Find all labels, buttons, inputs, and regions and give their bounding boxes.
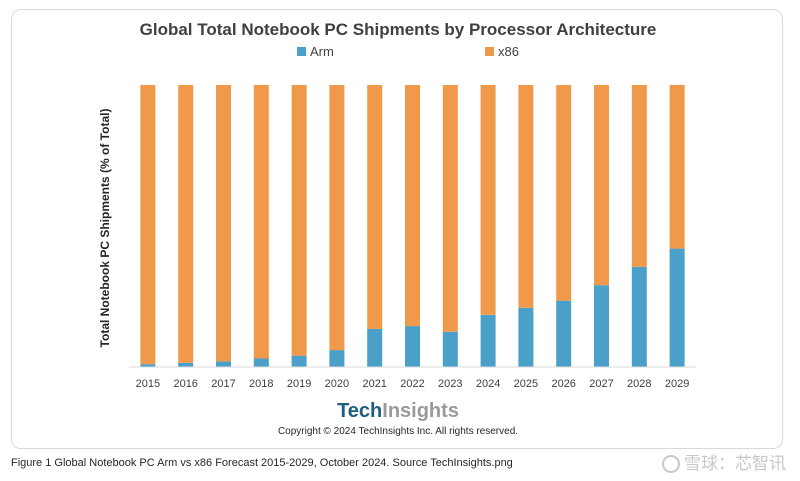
bar-x86-2029 bbox=[669, 85, 685, 249]
bar-arm-2027 bbox=[594, 285, 609, 367]
legend-swatch-x86 bbox=[485, 47, 494, 56]
bar-x86-2016 bbox=[178, 85, 194, 363]
legend-label-x86: x86 bbox=[498, 44, 519, 59]
bar-arm-2026 bbox=[556, 300, 572, 367]
figure-caption: Figure 1 Global Notebook PC Arm vs x86 F… bbox=[11, 457, 513, 469]
x-tick-2016: 2016 bbox=[173, 378, 197, 390]
bar-arm-2024 bbox=[480, 314, 496, 367]
x-tick-2027: 2027 bbox=[589, 378, 613, 390]
bar-arm-2028 bbox=[631, 266, 647, 367]
chart-card bbox=[11, 9, 783, 449]
bar-x86-2018 bbox=[253, 85, 269, 359]
logo-insights: Insights bbox=[382, 400, 459, 422]
bar-arm-2023 bbox=[442, 331, 458, 368]
bar-arm-2015 bbox=[140, 364, 156, 367]
bar-arm-2029 bbox=[669, 248, 685, 367]
bars bbox=[140, 85, 685, 368]
watermark: 雪球：芯智讯 bbox=[662, 449, 786, 474]
x-tick-2021: 2021 bbox=[362, 378, 386, 390]
bar-x86-2028 bbox=[631, 85, 647, 267]
y-axis-label: Total Notebook PC Shipments (% of Total) bbox=[98, 109, 112, 348]
bar-x86-2025 bbox=[518, 85, 534, 308]
bar-x86-2024 bbox=[480, 85, 496, 315]
x-tick-2024: 2024 bbox=[476, 378, 500, 390]
legend-swatch-arm bbox=[297, 47, 306, 56]
x-tick-2017: 2017 bbox=[211, 378, 235, 390]
bar-x86-2027 bbox=[594, 85, 609, 286]
x-tick-2018: 2018 bbox=[249, 378, 273, 390]
legend-label-arm: Arm bbox=[310, 44, 334, 59]
bar-arm-2022 bbox=[405, 326, 420, 367]
bar-x86-2021 bbox=[367, 85, 383, 329]
chart-title: Global Total Notebook PC Shipments by Pr… bbox=[140, 20, 657, 39]
x-tick-2029: 2029 bbox=[665, 378, 689, 390]
bar-arm-2021 bbox=[367, 328, 383, 367]
watermark-logo-icon bbox=[662, 455, 680, 473]
bar-x86-2026 bbox=[556, 85, 572, 301]
watermark-text: 雪球：芯智讯 bbox=[684, 454, 786, 473]
logo-tech: Tech bbox=[337, 400, 382, 422]
x-tick-labels: 2015 2016 2017 2018 2019 2020 2021 2022 2023 2024… bbox=[136, 378, 690, 390]
bar-arm-2019 bbox=[291, 355, 307, 367]
bar-arm-2020 bbox=[329, 350, 345, 367]
bar-x86-2017 bbox=[216, 85, 231, 362]
bar-x86-2015 bbox=[140, 85, 156, 365]
copyright-text: Copyright © 2024 TechInsights Inc. All r… bbox=[278, 426, 518, 437]
bar-x86-2022 bbox=[405, 85, 420, 327]
x-tick-2020: 2020 bbox=[325, 378, 349, 390]
legend: Arm x86 bbox=[297, 44, 519, 59]
x-tick-2019: 2019 bbox=[287, 378, 311, 390]
bar-arm-2017 bbox=[216, 361, 231, 367]
bar-x86-2020 bbox=[329, 85, 345, 351]
x-tick-2028: 2028 bbox=[627, 378, 651, 390]
techinsights-logo: TechInsights bbox=[337, 400, 459, 422]
svg-text:TechInsights: TechInsights bbox=[337, 400, 459, 422]
x-tick-2026: 2026 bbox=[551, 378, 575, 390]
x-tick-2022: 2022 bbox=[400, 378, 424, 390]
bar-arm-2025 bbox=[518, 307, 534, 367]
x-tick-2023: 2023 bbox=[438, 378, 462, 390]
bar-arm-2018 bbox=[253, 358, 269, 367]
x-tick-2025: 2025 bbox=[514, 378, 538, 390]
bar-x86-2023 bbox=[442, 85, 458, 332]
bar-x86-2019 bbox=[291, 85, 307, 356]
bar-arm-2016 bbox=[178, 362, 194, 367]
x-tick-2015: 2015 bbox=[136, 378, 160, 390]
